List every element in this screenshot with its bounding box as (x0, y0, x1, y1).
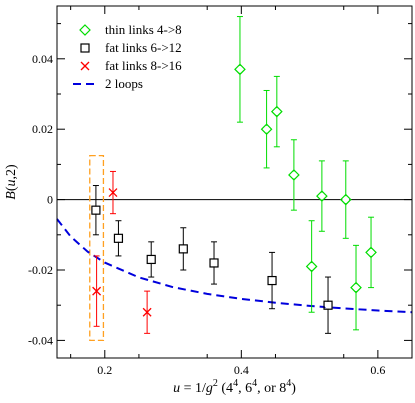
data-point (316, 190, 328, 202)
legend-label: thin links 4->8 (105, 22, 182, 37)
y-tick-label: 0.02 (32, 122, 53, 136)
x-marker-stroke (80, 61, 90, 71)
data-point (323, 300, 333, 310)
x-marker-stroke (142, 307, 152, 317)
marker-underlay (308, 262, 316, 270)
data-point (305, 260, 318, 273)
x-tick-label: 0.4 (234, 363, 249, 377)
plot-frame (56, 5, 413, 359)
data-point (209, 258, 219, 268)
marker-underlay (92, 206, 100, 214)
data-point (92, 286, 102, 296)
data-point (365, 246, 377, 259)
series-0 (234, 16, 377, 331)
marker-underlay (114, 234, 122, 242)
data-point (234, 63, 246, 76)
legend-label: fat links 8->16 (105, 58, 182, 73)
marker-underlay (367, 248, 375, 256)
marker-underlay (352, 284, 360, 292)
legend-label: fat links 6->12 (105, 40, 182, 55)
y-tick-label: 0.04 (32, 52, 53, 66)
marker-underlay (290, 171, 298, 179)
y-tick-label: -0.04 (28, 333, 53, 347)
x-marker-stroke (92, 286, 102, 296)
marker-underlay (263, 125, 271, 133)
data-point (350, 281, 362, 294)
series-1 (91, 185, 333, 334)
data-point (91, 205, 101, 215)
marker-underlay (179, 245, 187, 253)
axis-ticks: 0.2 0.4 0.6 -0.04 -0.02 0 0.02 0.04 (28, 6, 413, 377)
marker-underlay (342, 196, 350, 204)
marker-underlay (147, 255, 155, 263)
legend-swatch (79, 24, 91, 36)
data-point (146, 254, 156, 265)
data-point (113, 233, 124, 243)
y-tick-label: -0.02 (28, 263, 53, 277)
marker-underlay (273, 108, 281, 116)
data-point (260, 123, 273, 136)
data-point (142, 307, 152, 317)
y-axis-label: B(u,2) (4, 164, 19, 200)
legend-swatch (80, 43, 90, 53)
data-point (339, 193, 352, 206)
plot-area (56, 16, 413, 342)
x-axis-label: u = 1/g2 (44, 64, or 84) (173, 378, 296, 396)
x-marker-stroke (108, 188, 118, 198)
x-tick-label: 0.2 (97, 363, 112, 377)
data-point (288, 169, 300, 181)
legend-label: 2 loops (105, 76, 143, 91)
legend-swatch (80, 61, 90, 71)
data-point (267, 275, 277, 286)
marker-underlay (268, 277, 276, 285)
data-point (178, 244, 188, 254)
marker-underlay (324, 301, 332, 309)
marker-underlay (210, 259, 218, 267)
marker-underlay (318, 192, 326, 200)
legend: thin links 4->8 fat links 6->12 fat links … (73, 22, 182, 91)
y-tick-label: 0 (47, 193, 53, 207)
data-point (270, 105, 283, 118)
series-2-loops-curve (56, 218, 413, 314)
data-point (108, 188, 118, 198)
marker-underlay (236, 65, 244, 73)
x-tick-label: 0.6 (370, 363, 385, 377)
series-2 (92, 170, 152, 334)
